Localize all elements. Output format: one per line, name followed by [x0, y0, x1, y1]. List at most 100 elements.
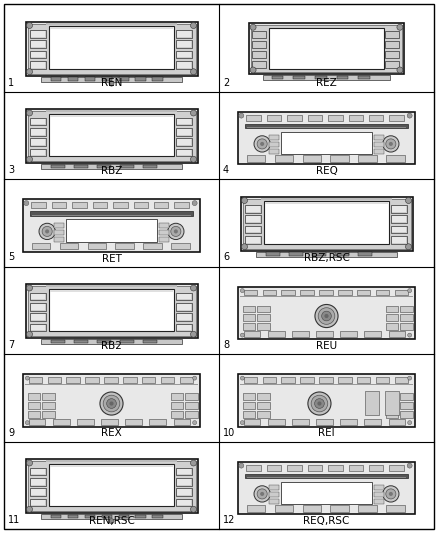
- Bar: [176, 30, 192, 38]
- Bar: [265, 203, 388, 204]
- Bar: [25, 284, 198, 338]
- Text: 9: 9: [8, 427, 14, 438]
- Bar: [31, 129, 45, 134]
- Circle shape: [191, 506, 197, 512]
- Bar: [120, 340, 134, 343]
- Bar: [385, 41, 399, 48]
- Text: RET: RET: [102, 254, 121, 263]
- Bar: [177, 150, 191, 155]
- Bar: [149, 419, 166, 424]
- Bar: [252, 31, 266, 38]
- Circle shape: [239, 463, 244, 468]
- Bar: [42, 393, 55, 400]
- Text: 12: 12: [223, 515, 235, 525]
- Bar: [102, 77, 112, 81]
- Bar: [185, 411, 198, 418]
- Bar: [101, 419, 118, 424]
- Circle shape: [408, 421, 412, 425]
- Bar: [31, 314, 45, 320]
- Circle shape: [109, 81, 114, 86]
- Bar: [177, 119, 191, 124]
- Circle shape: [407, 463, 412, 468]
- Bar: [246, 206, 260, 212]
- Bar: [25, 384, 198, 385]
- Bar: [54, 237, 64, 241]
- Bar: [31, 52, 45, 58]
- Text: REX: REX: [101, 429, 122, 439]
- Circle shape: [406, 198, 411, 204]
- Bar: [46, 22, 177, 25]
- Bar: [338, 377, 352, 383]
- Bar: [391, 205, 407, 213]
- Bar: [330, 505, 349, 512]
- Bar: [264, 201, 389, 244]
- Bar: [374, 485, 384, 490]
- Bar: [391, 226, 407, 233]
- Circle shape: [250, 67, 256, 73]
- Circle shape: [254, 486, 270, 502]
- Bar: [369, 115, 383, 120]
- Bar: [385, 324, 398, 330]
- Circle shape: [241, 198, 247, 204]
- Bar: [245, 124, 408, 128]
- Bar: [104, 377, 118, 383]
- Bar: [281, 290, 295, 295]
- Bar: [31, 304, 45, 310]
- Bar: [161, 377, 174, 383]
- Circle shape: [171, 227, 181, 237]
- Bar: [177, 469, 191, 474]
- Bar: [46, 110, 177, 112]
- Bar: [258, 393, 270, 400]
- Text: REN,RSC: REN,RSC: [88, 516, 134, 526]
- Bar: [119, 77, 129, 81]
- Circle shape: [240, 289, 244, 293]
- Circle shape: [325, 314, 328, 318]
- Bar: [30, 118, 46, 125]
- Bar: [30, 30, 46, 38]
- Bar: [31, 325, 45, 330]
- Bar: [28, 286, 195, 336]
- Circle shape: [191, 460, 197, 466]
- Bar: [177, 129, 191, 134]
- Bar: [49, 114, 174, 156]
- Bar: [269, 485, 279, 490]
- Circle shape: [25, 376, 29, 380]
- Bar: [266, 253, 280, 256]
- Bar: [177, 325, 191, 330]
- Bar: [392, 206, 406, 212]
- Bar: [261, 198, 392, 199]
- Bar: [30, 303, 46, 311]
- Bar: [28, 111, 195, 161]
- Circle shape: [27, 285, 32, 291]
- Bar: [246, 216, 260, 222]
- Bar: [243, 198, 410, 249]
- Bar: [25, 109, 198, 163]
- Text: 10: 10: [223, 427, 235, 438]
- Bar: [177, 304, 191, 310]
- Bar: [258, 402, 270, 409]
- Bar: [85, 77, 95, 81]
- Bar: [50, 290, 173, 292]
- Bar: [358, 253, 372, 256]
- Bar: [307, 465, 322, 471]
- Text: 7: 7: [8, 340, 14, 350]
- Bar: [53, 419, 70, 424]
- Circle shape: [260, 492, 264, 496]
- Circle shape: [103, 395, 120, 412]
- Bar: [240, 197, 413, 251]
- Bar: [30, 467, 46, 475]
- Bar: [244, 377, 257, 383]
- Bar: [385, 305, 398, 312]
- Bar: [54, 223, 64, 228]
- Bar: [289, 253, 303, 256]
- Bar: [389, 419, 405, 424]
- Bar: [240, 384, 413, 385]
- Bar: [246, 227, 260, 232]
- Bar: [170, 411, 183, 418]
- Bar: [176, 488, 192, 496]
- Bar: [176, 313, 192, 321]
- Bar: [32, 243, 50, 249]
- Bar: [335, 253, 349, 256]
- Bar: [28, 393, 40, 400]
- Bar: [30, 478, 46, 486]
